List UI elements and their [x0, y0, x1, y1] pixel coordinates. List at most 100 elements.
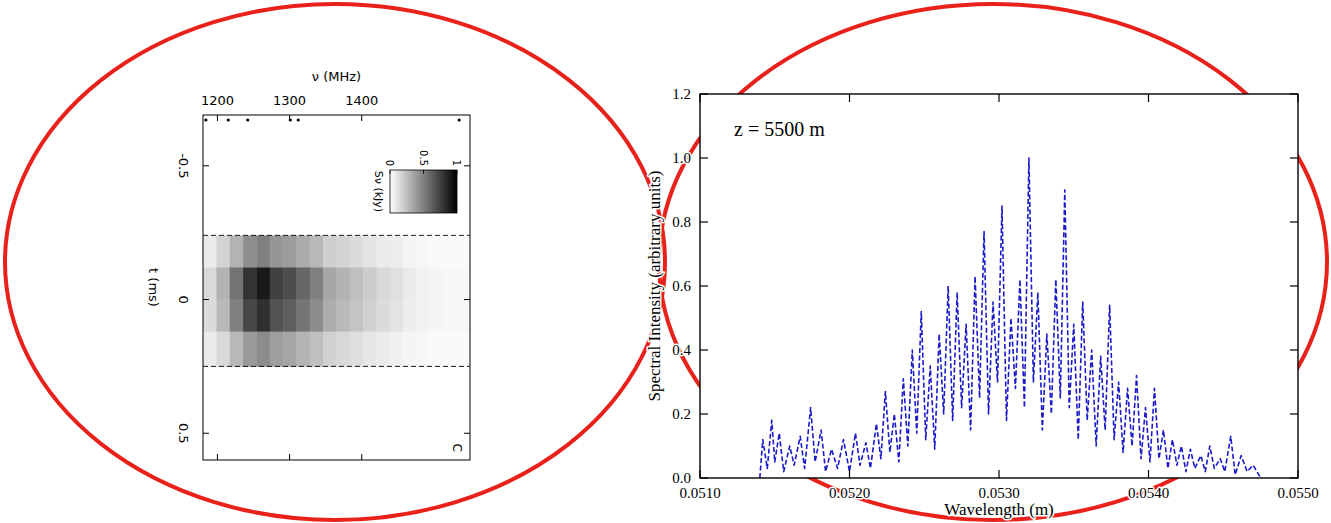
heat-cell: [350, 267, 364, 299]
heat-cell: [283, 235, 297, 267]
heat-cell: [377, 235, 391, 267]
y-tick-label: 1.0: [672, 150, 691, 166]
heat-cell: [310, 300, 324, 332]
x-tick: [361, 115, 362, 121]
y-tick: [203, 299, 209, 300]
heat-cell: [390, 300, 404, 332]
heat-cell: [363, 267, 377, 299]
heat-cell: [363, 332, 377, 367]
heat-cell: [390, 332, 404, 367]
y-tick-label: 0.2: [672, 406, 691, 422]
heat-cell: [216, 332, 230, 367]
colorbar: [390, 170, 457, 213]
x-tick-label: 1300: [273, 93, 306, 108]
heat-cell: [256, 332, 270, 367]
heat-cell: [363, 300, 377, 332]
flagged-channel: [204, 118, 207, 121]
heat-cell: [403, 332, 417, 367]
x-tick-label: 0.0510: [679, 485, 720, 501]
highlight-ellipse: [5, 4, 665, 520]
heat-cell: [443, 235, 457, 267]
heat-cell: [270, 267, 284, 299]
heat-cell: [283, 300, 297, 332]
heat-cell: [243, 235, 257, 267]
y-tick-label: 0: [176, 295, 191, 303]
spectrum-line: [760, 158, 1261, 478]
x-tick: [217, 454, 218, 460]
heat-cell: [417, 300, 431, 332]
y-tick: [464, 433, 470, 434]
heat-cell: [337, 267, 351, 299]
x-tick: [1148, 470, 1149, 478]
heatmap-panel: 120013001400ν (MHz)-0.500.5t (ms)00.51Sν…: [146, 69, 470, 460]
x-tick: [849, 94, 850, 102]
y-tick: [1290, 349, 1298, 350]
x-tick: [289, 454, 290, 460]
heat-cell: [310, 332, 324, 367]
annotation: z = 5500 m: [734, 118, 825, 140]
heat-cell: [417, 267, 431, 299]
x-tick-label: 1200: [201, 93, 234, 108]
heat-cell: [430, 332, 444, 367]
heat-cell: [377, 267, 391, 299]
x-tick: [289, 115, 290, 121]
heat-cell: [203, 267, 217, 299]
heat-cell: [323, 267, 337, 299]
heat-cell: [230, 332, 244, 367]
y-tick: [464, 165, 470, 166]
x-axis-title: ν (MHz): [312, 69, 361, 84]
x-tick-label: 0.0530: [978, 485, 1019, 501]
y-tick-label: 0.8: [672, 214, 691, 230]
heat-cell: [430, 267, 444, 299]
y-tick: [700, 285, 708, 286]
heat-cell: [230, 267, 244, 299]
x-tick-label: 0.0520: [829, 485, 870, 501]
colorbar-tick: [390, 170, 391, 174]
heat-cell: [270, 235, 284, 267]
y-tick-label: 0.6: [672, 278, 691, 294]
heat-cell: [377, 332, 391, 367]
heat-cell: [443, 332, 457, 367]
colorbar-title: Sν (kJy): [372, 171, 385, 212]
heat-cell: [363, 235, 377, 267]
heat-cell: [337, 332, 351, 367]
heat-cell: [283, 332, 297, 367]
y-tick-label: 1.2: [672, 86, 691, 102]
x-tick: [998, 470, 999, 478]
flagged-channel: [227, 118, 230, 121]
x-tick: [699, 94, 700, 102]
heat-cell: [350, 332, 364, 367]
heat-cell: [457, 332, 470, 367]
y-tick: [1290, 285, 1298, 286]
y-tick: [1290, 413, 1298, 414]
heat-cell: [216, 235, 230, 267]
y-tick: [700, 477, 708, 478]
colorbar-tick-label: 0: [384, 160, 395, 166]
heat-cell: [417, 332, 431, 367]
heat-cell: [296, 332, 310, 367]
heat-cell: [230, 235, 244, 267]
y-tick-label: 0.4: [672, 342, 691, 358]
heat-cell: [390, 235, 404, 267]
x-tick: [849, 470, 850, 478]
heat-cell: [443, 300, 457, 332]
heat-cell: [203, 300, 217, 332]
heat-cell: [403, 300, 417, 332]
x-tick: [998, 94, 999, 102]
heat-cell: [323, 332, 337, 367]
y-tick: [203, 165, 209, 166]
plot-background: [700, 94, 1298, 478]
y-tick: [700, 413, 708, 414]
heat-cell: [403, 235, 417, 267]
heat-cell: [430, 300, 444, 332]
heat-cell: [203, 332, 217, 367]
heat-cell: [457, 300, 470, 332]
heat-cell: [283, 267, 297, 299]
heat-cell: [457, 267, 470, 299]
y-tick: [1290, 93, 1298, 94]
x-tick-label: 0.0540: [1128, 485, 1169, 501]
line-panel: 0.05100.05200.05300.05400.05500.00.20.40…: [645, 86, 1319, 519]
x-tick: [1148, 94, 1149, 102]
x-tick-label: 1400: [345, 93, 378, 108]
heat-cell: [337, 300, 351, 332]
